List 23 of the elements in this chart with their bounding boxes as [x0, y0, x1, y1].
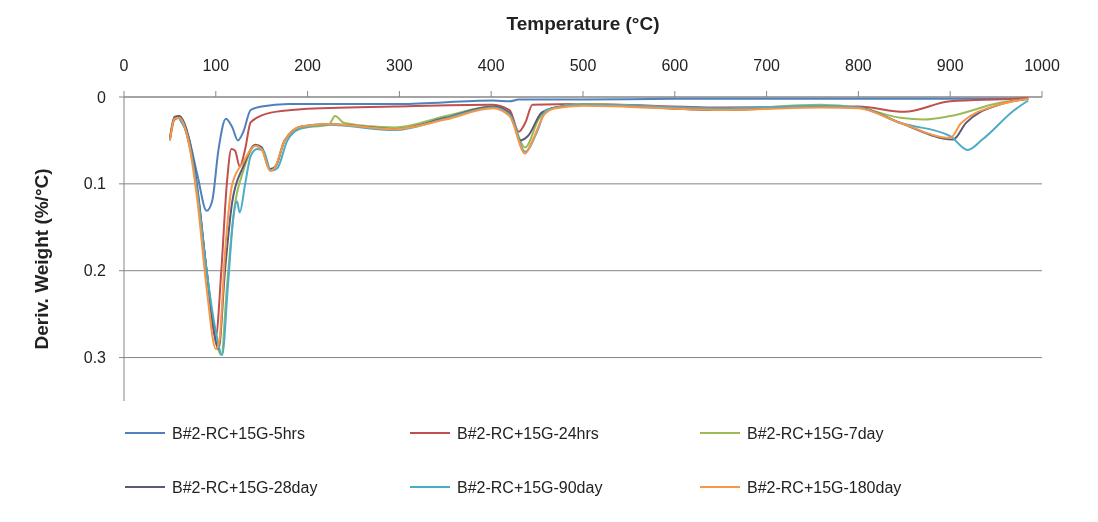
x-tick-label: 1000	[1024, 57, 1060, 74]
y-tick-label: 0.3	[83, 349, 107, 367]
y-axis-title: Deriv. Weight (%/°C)	[31, 168, 52, 350]
legend-label: B#2-RC+15G-28day	[172, 478, 318, 496]
x-axis-title: Temperature (°C)	[506, 13, 660, 34]
x-tick-label: 100	[202, 57, 230, 74]
y-tick-label: 0.2	[83, 262, 107, 280]
x-tick-label: 300	[386, 57, 413, 74]
x-tick-label: 700	[753, 57, 781, 74]
legend-label: B#2-RC+15G-90day	[457, 478, 603, 496]
x-tick-label: 900	[936, 57, 964, 74]
x-tick-label: 400	[477, 57, 505, 74]
legend-label: B#2-RC+15G-180day	[747, 478, 902, 496]
x-tick-label: 200	[294, 57, 322, 74]
x-tick-label: 800	[845, 57, 872, 74]
y-tick-label: 0.1	[83, 175, 107, 193]
x-tick-label: 0	[119, 57, 129, 74]
legend-label: B#2-RC+15G-24hrs	[457, 424, 599, 442]
x-tick-label: 600	[661, 57, 689, 74]
y-tick-label: 0	[97, 88, 107, 106]
legend-label: B#2-RC+15G-7day	[747, 424, 884, 442]
legend-label: B#2-RC+15G-5hrs	[172, 424, 305, 442]
x-tick-label: 500	[569, 57, 597, 74]
